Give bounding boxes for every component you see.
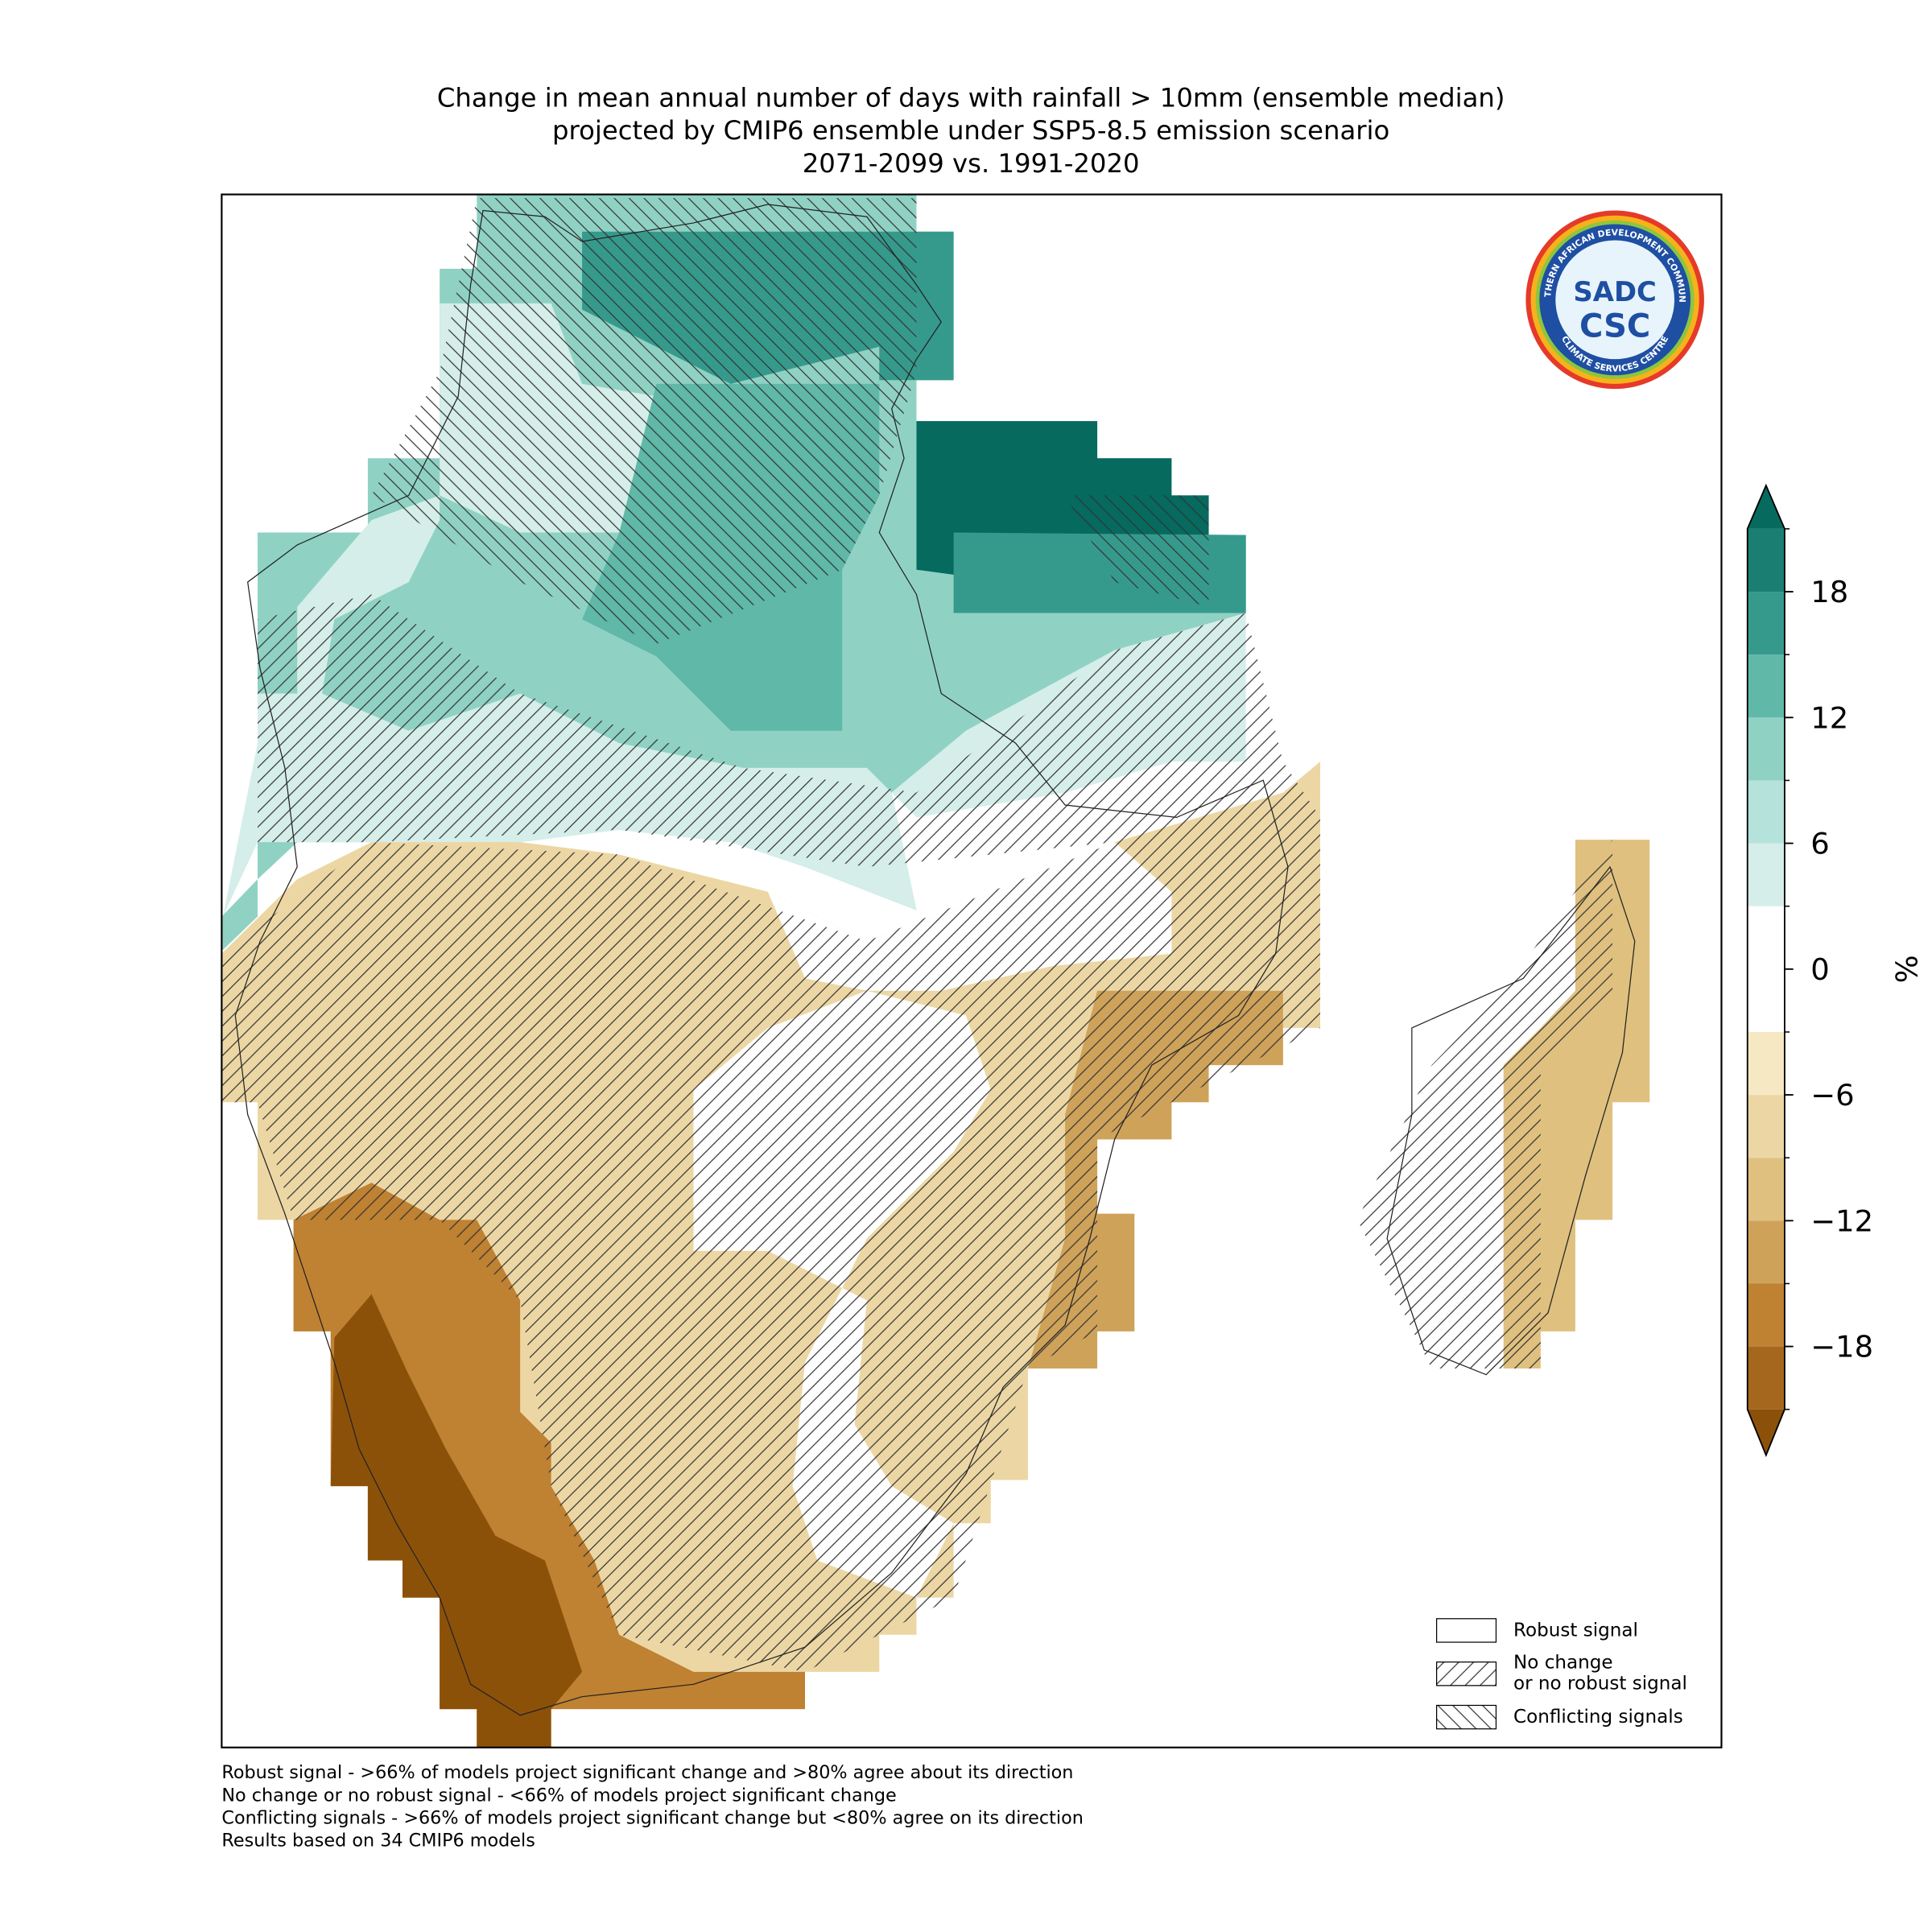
footnote: Robust signal - >66% of models project s…: [221, 1762, 1073, 1783]
colorbar-label: %: [1890, 955, 1925, 983]
colorbar-segment: [1747, 717, 1785, 781]
hatch-no-signal-2: [258, 594, 1283, 867]
colorbar-segment: [1747, 528, 1785, 592]
footnote: Conflicting signals - >66% of models pro…: [221, 1808, 1084, 1829]
footnotes: Robust signal - >66% of models project s…: [221, 1762, 1084, 1851]
colorbar-segment: [1747, 1283, 1785, 1347]
legend-label: Conflicting signals: [1513, 1707, 1683, 1728]
legend-label: No change: [1513, 1652, 1613, 1673]
hatch-no-signal-3: [1357, 840, 1613, 1368]
hatch-conflicting: [371, 198, 917, 645]
colorbar-tick-label: 6: [1810, 827, 1829, 861]
colorbar-tick-label: 12: [1810, 700, 1848, 735]
colorbar-extend-over: [1747, 485, 1785, 529]
colorbar-segment: [1747, 906, 1785, 1032]
legend-label: or no robust signal: [1513, 1673, 1687, 1694]
footnote: Results based on 34 CMIP6 models: [221, 1831, 535, 1852]
chart-title: projected by CMIP6 ensemble under SSP5-8…: [552, 115, 1389, 146]
colorbar-segment: [1747, 1158, 1785, 1221]
colorbar-segment: [1747, 1220, 1785, 1284]
colorbar-segment: [1747, 843, 1785, 906]
colorbar: −18 −12 −6 0 6 12 18%: [1746, 483, 1925, 1458]
chart-title: 2071-2099 vs. 1991-2020: [803, 148, 1140, 179]
legend-swatch: [1436, 1618, 1497, 1643]
colorbar-tick-label: −12: [1810, 1203, 1873, 1238]
hatch-conflicting-2: [1065, 495, 1209, 607]
colorbar-segment: [1747, 654, 1785, 718]
coastline: [234, 204, 1636, 1716]
legend: Robust signal No change or no robust sig…: [1436, 1618, 1687, 1730]
colorbar-segment: [1747, 1031, 1785, 1096]
legend-swatch: [1436, 1662, 1497, 1686]
legend-label: Robust signal: [1513, 1620, 1638, 1641]
logo-mark: SADC: [1573, 276, 1656, 308]
legend-swatch: [1436, 1704, 1497, 1730]
region-decrease-extreme: [330, 1294, 583, 1748]
colorbar-segment: [1747, 1346, 1785, 1410]
colorbar-tick-label: −6: [1810, 1078, 1854, 1113]
colorbar-segment: [1747, 592, 1785, 655]
colorbar-tick-label: 0: [1810, 952, 1829, 987]
colorbar-tick-label: −18: [1810, 1330, 1873, 1364]
map-panel: SOUTHERN AFRICAN DEVELOPMENT COMMUNITY C…: [221, 193, 1723, 1748]
colorbar-tick-label: 18: [1810, 575, 1848, 609]
logo-mark: CSC: [1579, 308, 1650, 345]
colorbar-segment: [1747, 1095, 1785, 1158]
hatch-no-signal: [221, 762, 1320, 1672]
chart-title: Change in mean annual number of days wit…: [437, 82, 1505, 113]
map-frame: [221, 193, 1723, 1748]
colorbar-extend-under: [1747, 1409, 1785, 1455]
footnote: No change or no robust signal - <66% of …: [221, 1785, 896, 1806]
colorbar-segment: [1747, 780, 1785, 844]
